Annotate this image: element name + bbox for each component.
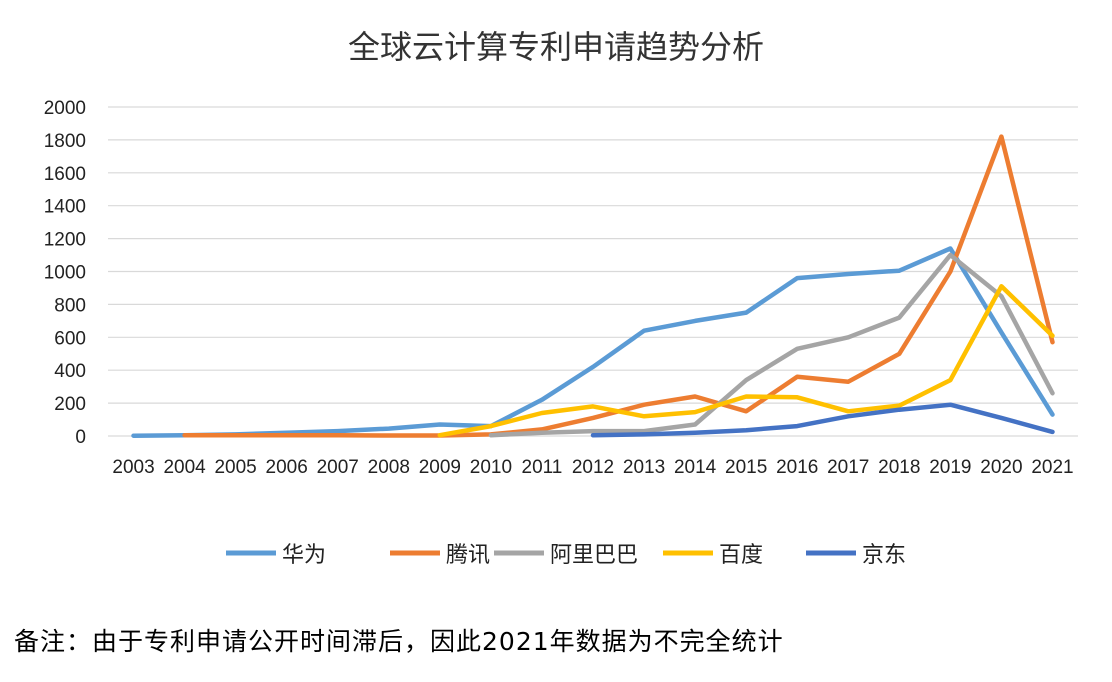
legend-label: 华为: [282, 543, 326, 568]
x-tick-label: 2006: [266, 457, 308, 478]
series-line-京东: [590, 402, 1055, 438]
y-tick-label: 800: [54, 295, 86, 316]
x-tick-label: 2009: [419, 457, 461, 478]
legend-label: 腾讯: [446, 543, 490, 568]
y-tick-label: 600: [54, 328, 86, 349]
x-tick-label: 2005: [214, 457, 256, 478]
legend-label: 百度: [719, 543, 763, 568]
x-tick-label: 2014: [674, 457, 717, 478]
y-tick-label: 1000: [44, 263, 86, 284]
x-tick-label: 2016: [776, 457, 818, 478]
y-tick-label: 200: [54, 394, 86, 415]
series-line-华为: [131, 246, 1055, 438]
x-tick-label: 2004: [163, 457, 206, 478]
x-tick-label: 2015: [725, 457, 767, 478]
legend-label: 阿里巴巴: [550, 543, 638, 568]
legend-label: 京东: [862, 543, 906, 568]
x-tick-label: 2012: [572, 457, 614, 478]
y-tick-label: 1400: [44, 197, 86, 218]
y-tick-label: 2000: [44, 98, 86, 119]
x-tick-label: 2017: [827, 457, 869, 478]
x-tick-label: 2020: [980, 457, 1022, 478]
y-tick-label: 1200: [44, 230, 86, 251]
y-tick-label: 1600: [44, 164, 86, 185]
x-tick-label: 2013: [623, 457, 665, 478]
x-tick-label: 2008: [368, 457, 410, 478]
series-line-百度: [437, 284, 1055, 438]
x-tick-label: 2003: [112, 457, 154, 478]
x-tick-label: 2018: [878, 457, 920, 478]
x-tick-label: 2019: [929, 457, 971, 478]
x-tick-label: 2021: [1031, 457, 1073, 478]
series-line-阿里巴巴: [488, 252, 1055, 438]
x-tick-label: 2010: [470, 457, 512, 478]
footnote: 备注：由于专利申请公开时间滞后，因此2021年数据为不完全统计: [14, 627, 784, 656]
y-tick-label: 1800: [44, 131, 86, 152]
chart-title: 全球云计算专利申请趋势分析: [347, 28, 764, 66]
y-tick-label: 400: [54, 361, 86, 382]
y-tick-label: 0: [75, 427, 86, 448]
x-tick-label: 2007: [317, 457, 359, 478]
x-tick-label: 2011: [522, 457, 563, 478]
